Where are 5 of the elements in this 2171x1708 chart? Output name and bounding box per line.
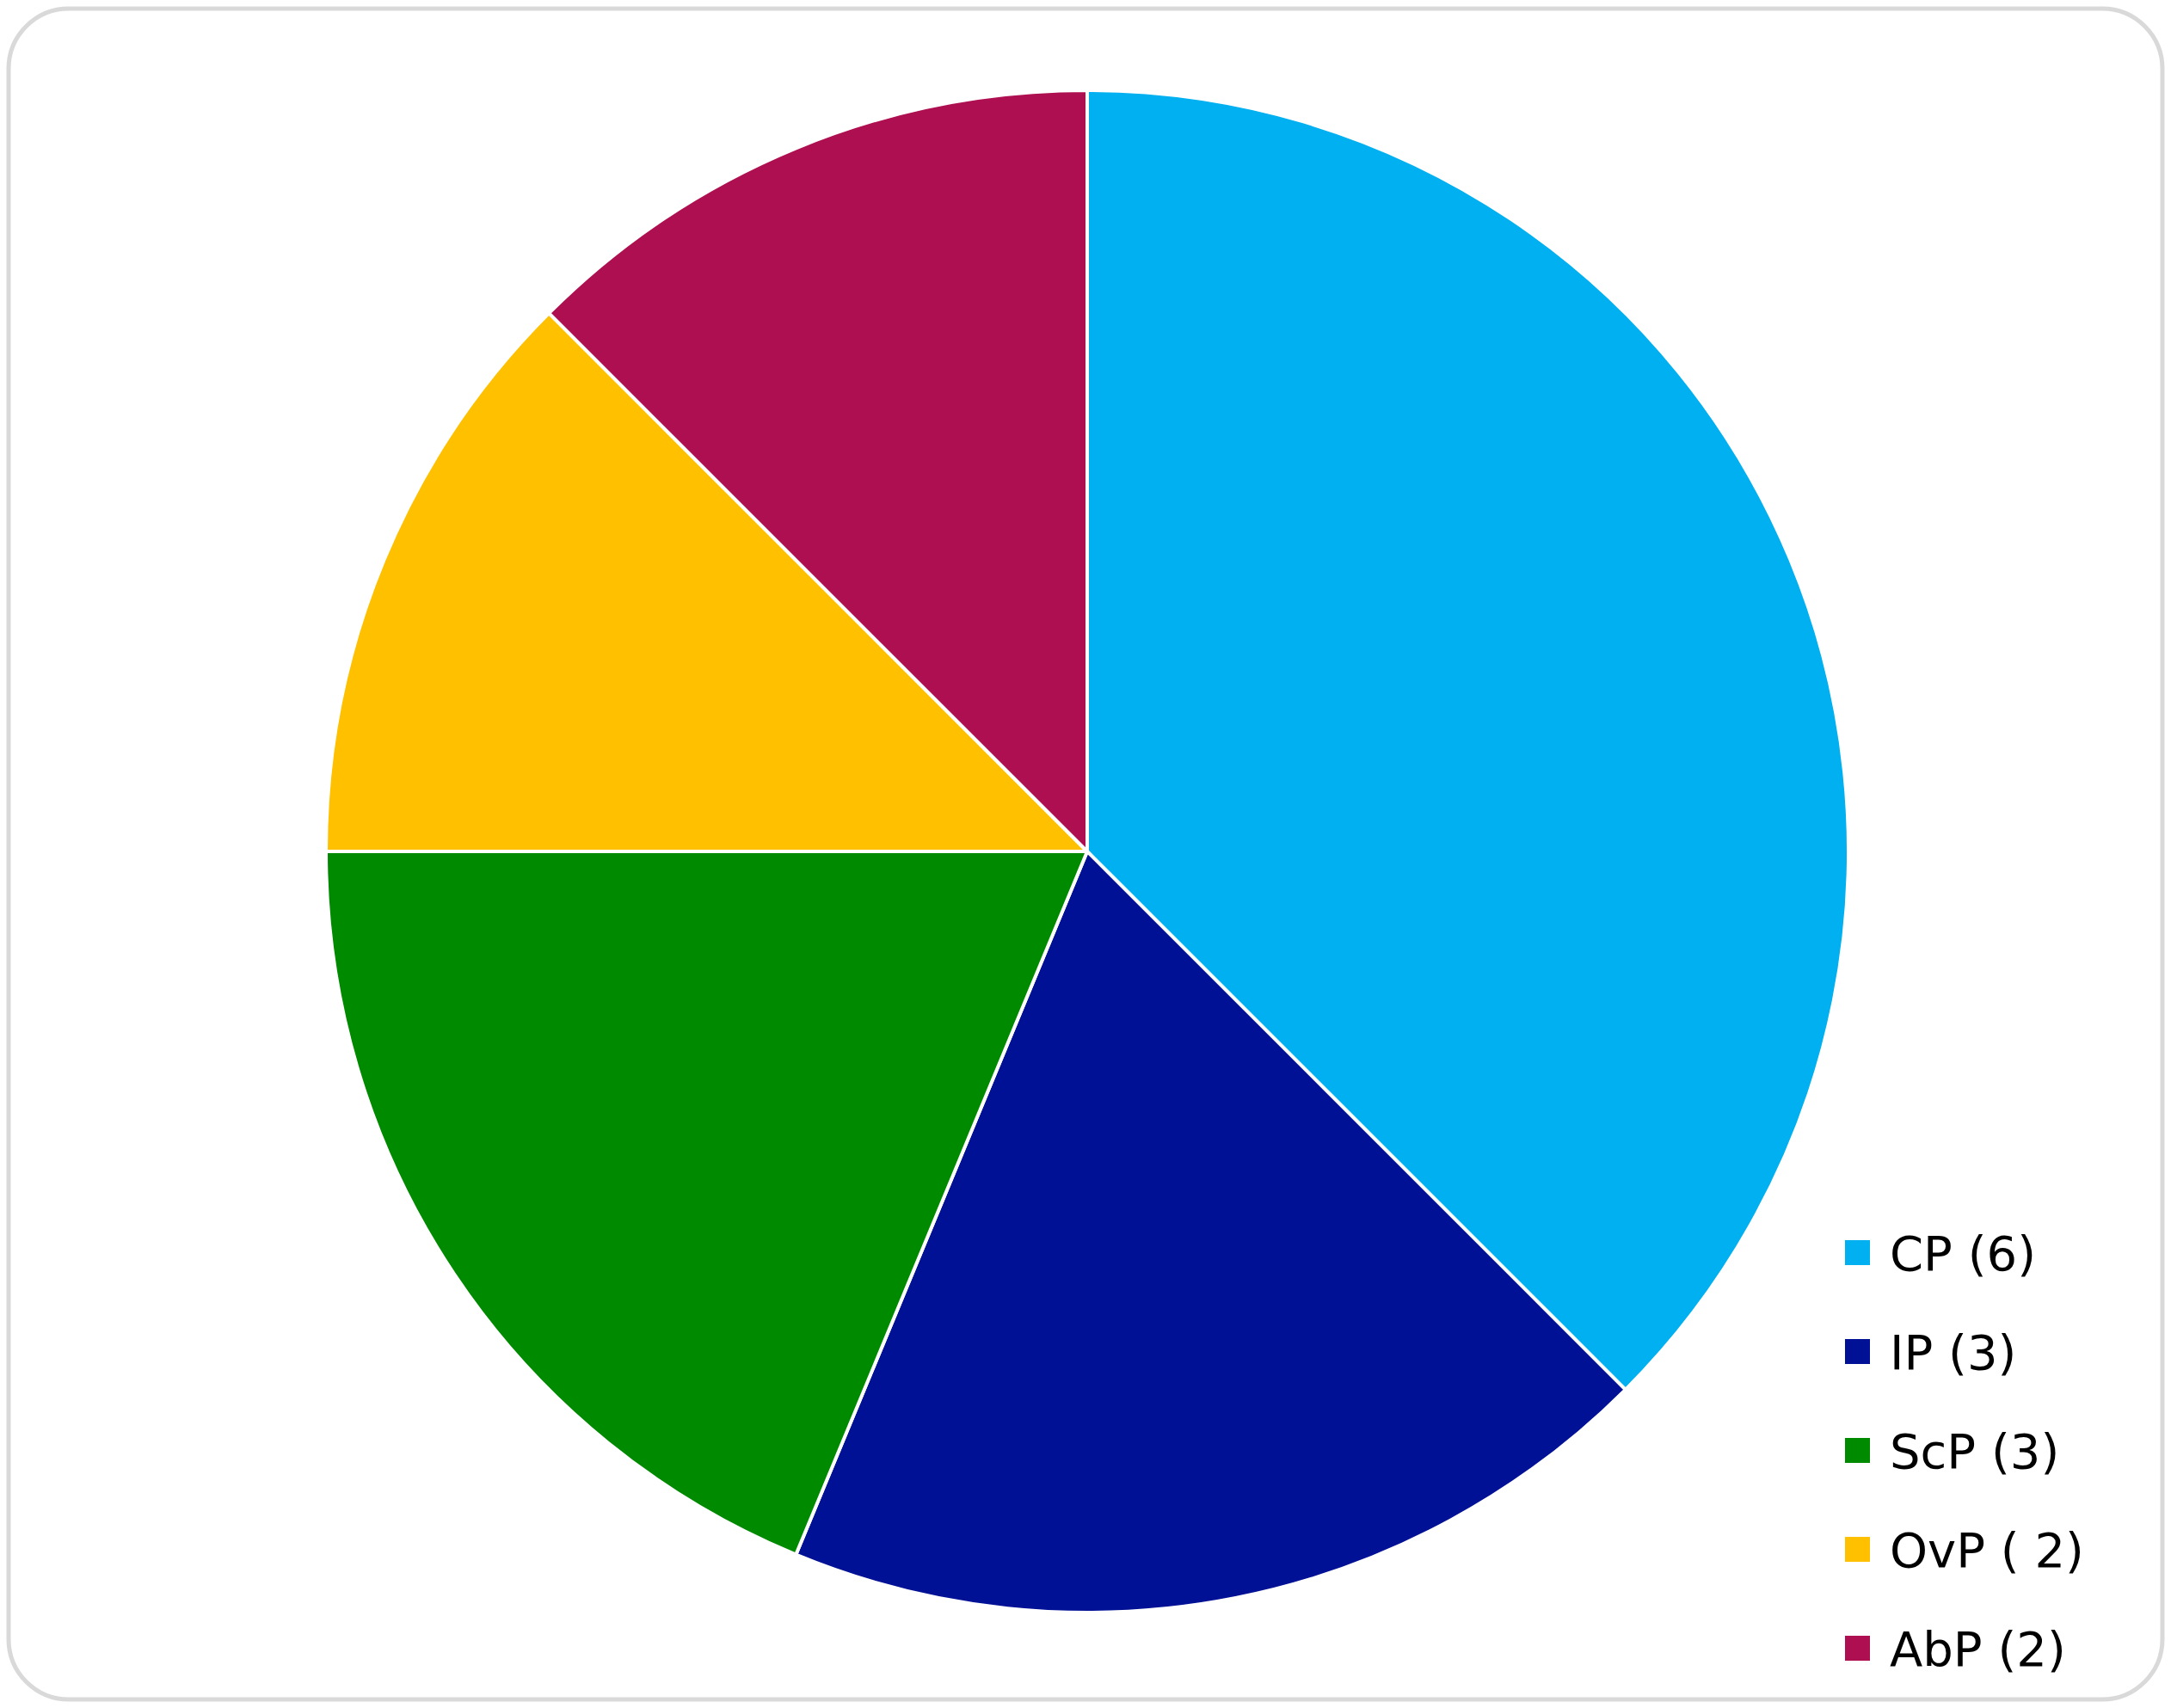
legend-label: CP (6) [1890, 1225, 2036, 1281]
legend-label: ScP (3) [1890, 1422, 2060, 1479]
legend-label: AbP (2) [1890, 1620, 2066, 1677]
legend-label: OvP ( 2) [1890, 1521, 2084, 1578]
legend-label: IP (3) [1890, 1324, 2017, 1380]
